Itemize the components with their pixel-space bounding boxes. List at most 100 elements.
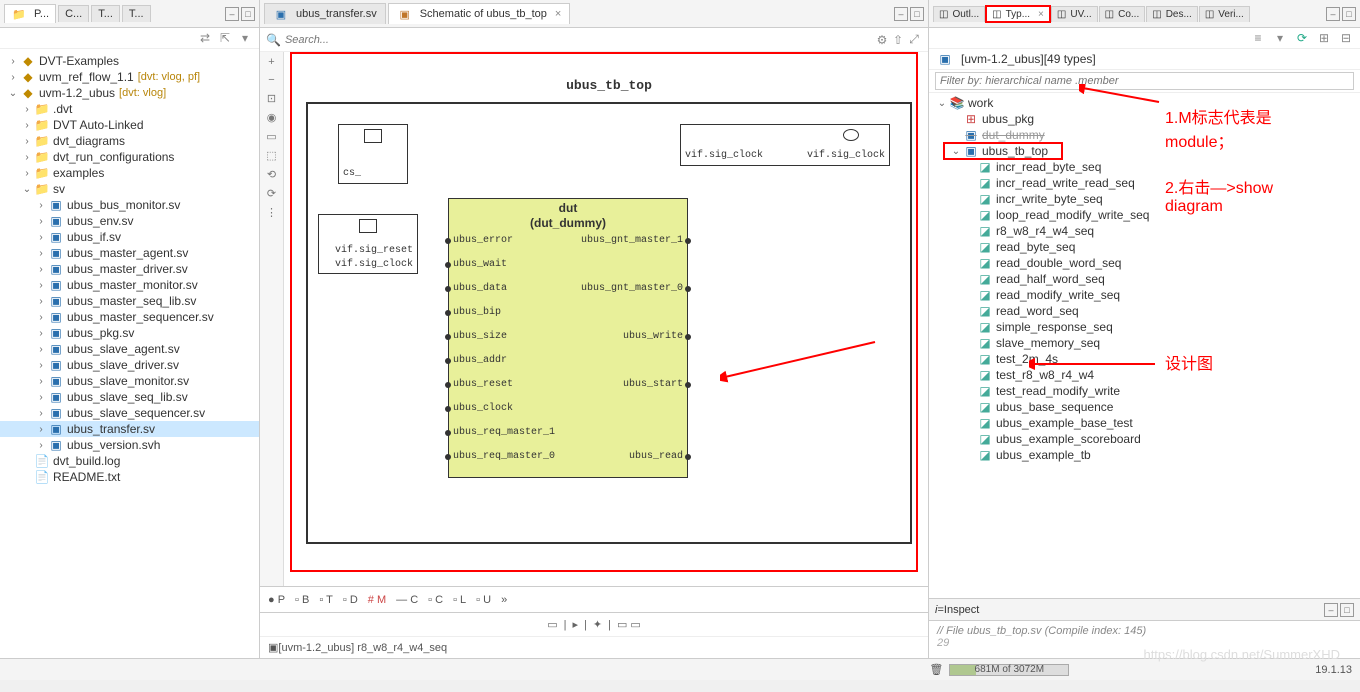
tree-file[interactable]: ›▣ubus_bus_monitor.sv <box>0 197 259 213</box>
tree-seq-item[interactable]: ◪ubus_example_base_test <box>929 415 1360 431</box>
tab-co[interactable]: ◫ Co... <box>1099 6 1146 22</box>
tool-icon[interactable]: ⋮ <box>266 206 277 219</box>
tab-types[interactable]: ◫ Typ...× <box>986 6 1050 22</box>
tree-file[interactable]: 📄README.txt <box>0 469 259 485</box>
tree-seq-item[interactable]: ◪read_word_seq <box>929 303 1360 319</box>
minimize-icon[interactable]: – <box>894 7 908 21</box>
tree-seq-item[interactable]: ◪r8_w8_r4_w4_seq <box>929 223 1360 239</box>
filter-icon[interactable]: ⚙ <box>874 32 890 48</box>
tree-folder[interactable]: ›📁DVT Auto-Linked <box>0 117 259 133</box>
cs-block[interactable]: cs_ <box>338 124 408 184</box>
tool-p[interactable]: ● P <box>268 594 285 606</box>
tab-veri[interactable]: ◫ Veri... <box>1199 6 1250 22</box>
tree-seq-item[interactable]: ◪ubus_example_scoreboard <box>929 431 1360 447</box>
sep-icon[interactable]: ▭ <box>547 618 557 631</box>
tree-seq-item[interactable]: ◪test_read_modify_write <box>929 383 1360 399</box>
schematic-viewer[interactable]: + − ⊡ ◉ ▭ ⬚ ⟲ ⟳ ⋮ ubus_tb_top cs_ vif.si… <box>260 52 928 586</box>
clock-block[interactable]: vif.sig_clock vif.sig_clock <box>680 124 890 166</box>
tree-seq-item[interactable]: ◪read_modify_write_seq <box>929 287 1360 303</box>
zoom-in-icon[interactable]: + <box>268 56 274 68</box>
link-icon[interactable]: ⇄ <box>197 30 213 46</box>
tool-t[interactable]: ▫ T <box>319 594 333 606</box>
tree-file[interactable]: ›▣ubus_master_sequencer.sv <box>0 309 259 325</box>
maximize-icon[interactable]: □ <box>1340 603 1354 617</box>
tree-folder[interactable]: ›📁dvt_run_configurations <box>0 149 259 165</box>
tab-project[interactable]: 📁P... <box>4 4 56 23</box>
tree-file[interactable]: ›▣ubus_transfer.sv <box>0 421 259 437</box>
tree-file[interactable]: ›▣ubus_master_agent.sv <box>0 245 259 261</box>
expand-icon[interactable]: ⊞ <box>1316 30 1332 46</box>
tree-file[interactable]: ›▣ubus_pkg.sv <box>0 325 259 341</box>
sep-icon[interactable]: ✦ <box>593 618 602 631</box>
tab-outline[interactable]: ◫ Outl... <box>933 6 985 22</box>
tree-folder[interactable]: ›📁examples <box>0 165 259 181</box>
tree-folder[interactable]: ›📁dvt_diagrams <box>0 133 259 149</box>
tree-seq-item[interactable]: ◪incr_read_byte_seq <box>929 159 1360 175</box>
tree-seq-item[interactable]: ◪slave_memory_seq <box>929 335 1360 351</box>
tree-file[interactable]: 📄dvt_build.log <box>0 453 259 469</box>
maximize-icon[interactable]: □ <box>910 7 924 21</box>
tree-folder[interactable]: ›📁.dvt <box>0 101 259 117</box>
tool-c2[interactable]: ▫ C <box>428 594 443 606</box>
tree-seq-item[interactable]: ◪ubus_base_sequence <box>929 399 1360 415</box>
minimize-icon[interactable]: – <box>1326 7 1340 21</box>
editor-tab-transfer[interactable]: ▣ubus_transfer.sv <box>264 3 386 24</box>
tree-file[interactable]: ›▣ubus_slave_driver.sv <box>0 357 259 373</box>
tree-file[interactable]: ›▣ubus_slave_seq_lib.sv <box>0 389 259 405</box>
tool-icon[interactable]: ⟲ <box>267 168 276 181</box>
inspect-tab[interactable]: i= Inspect –□ <box>929 599 1360 621</box>
zoom-actual-icon[interactable]: ◉ <box>267 111 277 124</box>
tree-seq-item[interactable]: ◪read_double_word_seq <box>929 255 1360 271</box>
collapse-icon[interactable]: ⇱ <box>217 30 233 46</box>
tool-icon[interactable]: ▭ <box>266 130 276 143</box>
trash-icon[interactable]: 🗑 <box>929 663 943 676</box>
tool-b[interactable]: ▫ B <box>295 594 309 606</box>
tool-d[interactable]: ▫ D <box>343 594 358 606</box>
tab-c[interactable]: C... <box>58 5 89 22</box>
reset-block[interactable]: vif.sig_reset vif.sig_clock <box>318 214 418 274</box>
tree-seq-item[interactable]: ◪simple_response_seq <box>929 319 1360 335</box>
tool-icon[interactable]: ⬚ <box>266 149 276 162</box>
search-input[interactable] <box>285 34 874 46</box>
tool-u[interactable]: ▫ U <box>476 594 491 606</box>
tree-seq-item[interactable]: ◪loop_read_modify_write_seq <box>929 207 1360 223</box>
close-icon[interactable]: × <box>555 8 561 20</box>
tree-project[interactable]: ›◆uvm_ref_flow_1.1[dvt: vlog, pf] <box>0 69 259 85</box>
tree-item-tb-top[interactable]: ⌄▣ubus_tb_top <box>929 143 1360 159</box>
tree-file[interactable]: ›▣ubus_slave_monitor.sv <box>0 373 259 389</box>
menu-icon[interactable]: ▾ <box>237 30 253 46</box>
filter-icon[interactable]: ≡ <box>1250 30 1266 46</box>
collapse-icon[interactable]: ⊟ <box>1338 30 1354 46</box>
expand-icon[interactable]: ⤢ <box>906 32 922 48</box>
maximize-icon[interactable]: □ <box>241 7 255 21</box>
tree-seq-item[interactable]: ◪ubus_example_tb <box>929 447 1360 463</box>
tree-seq-item[interactable]: ◪incr_read_write_read_seq <box>929 175 1360 191</box>
tree-file[interactable]: ›▣ubus_slave_sequencer.sv <box>0 405 259 421</box>
zoom-fit-icon[interactable]: ⊡ <box>267 92 276 105</box>
tool-c[interactable]: — C <box>396 594 418 606</box>
tool-more[interactable]: » <box>501 594 507 606</box>
tree-file[interactable]: ›▣ubus_master_seq_lib.sv <box>0 293 259 309</box>
tree-file[interactable]: ›▣ubus_if.sv <box>0 229 259 245</box>
close-icon[interactable]: × <box>1038 9 1044 20</box>
minimize-icon[interactable]: – <box>1324 603 1338 617</box>
tree-item[interactable]: ⊞ubus_pkg <box>929 111 1360 127</box>
tab-t1[interactable]: T... <box>91 5 120 22</box>
zoom-out-icon[interactable]: − <box>268 74 274 86</box>
tree-seq-item[interactable]: ◪incr_write_byte_seq <box>929 191 1360 207</box>
tool-l[interactable]: ▫ L <box>453 594 466 606</box>
editor-tab-schematic[interactable]: ▣Schematic of ubus_tb_top× <box>388 3 571 24</box>
tab-uv[interactable]: ◫ UV... <box>1051 6 1098 22</box>
tree-file[interactable]: ›▣ubus_slave_agent.sv <box>0 341 259 357</box>
sort-icon[interactable]: ▾ <box>1272 30 1288 46</box>
tree-item[interactable]: ▣dut_dummy <box>929 127 1360 143</box>
tree-file[interactable]: ›▣ubus_master_monitor.sv <box>0 277 259 293</box>
maximize-icon[interactable]: □ <box>1342 7 1356 21</box>
tool-icon[interactable]: ⟳ <box>267 187 276 200</box>
tree-seq-item[interactable]: ◪read_byte_seq <box>929 239 1360 255</box>
tree-file[interactable]: ›▣ubus_version.svh <box>0 437 259 453</box>
up-icon[interactable]: ⇧ <box>890 32 906 48</box>
tree-project[interactable]: ›◆DVT-Examples <box>0 53 259 69</box>
tree-file[interactable]: ›▣ubus_master_driver.sv <box>0 261 259 277</box>
tree-seq-item[interactable]: ◪read_half_word_seq <box>929 271 1360 287</box>
